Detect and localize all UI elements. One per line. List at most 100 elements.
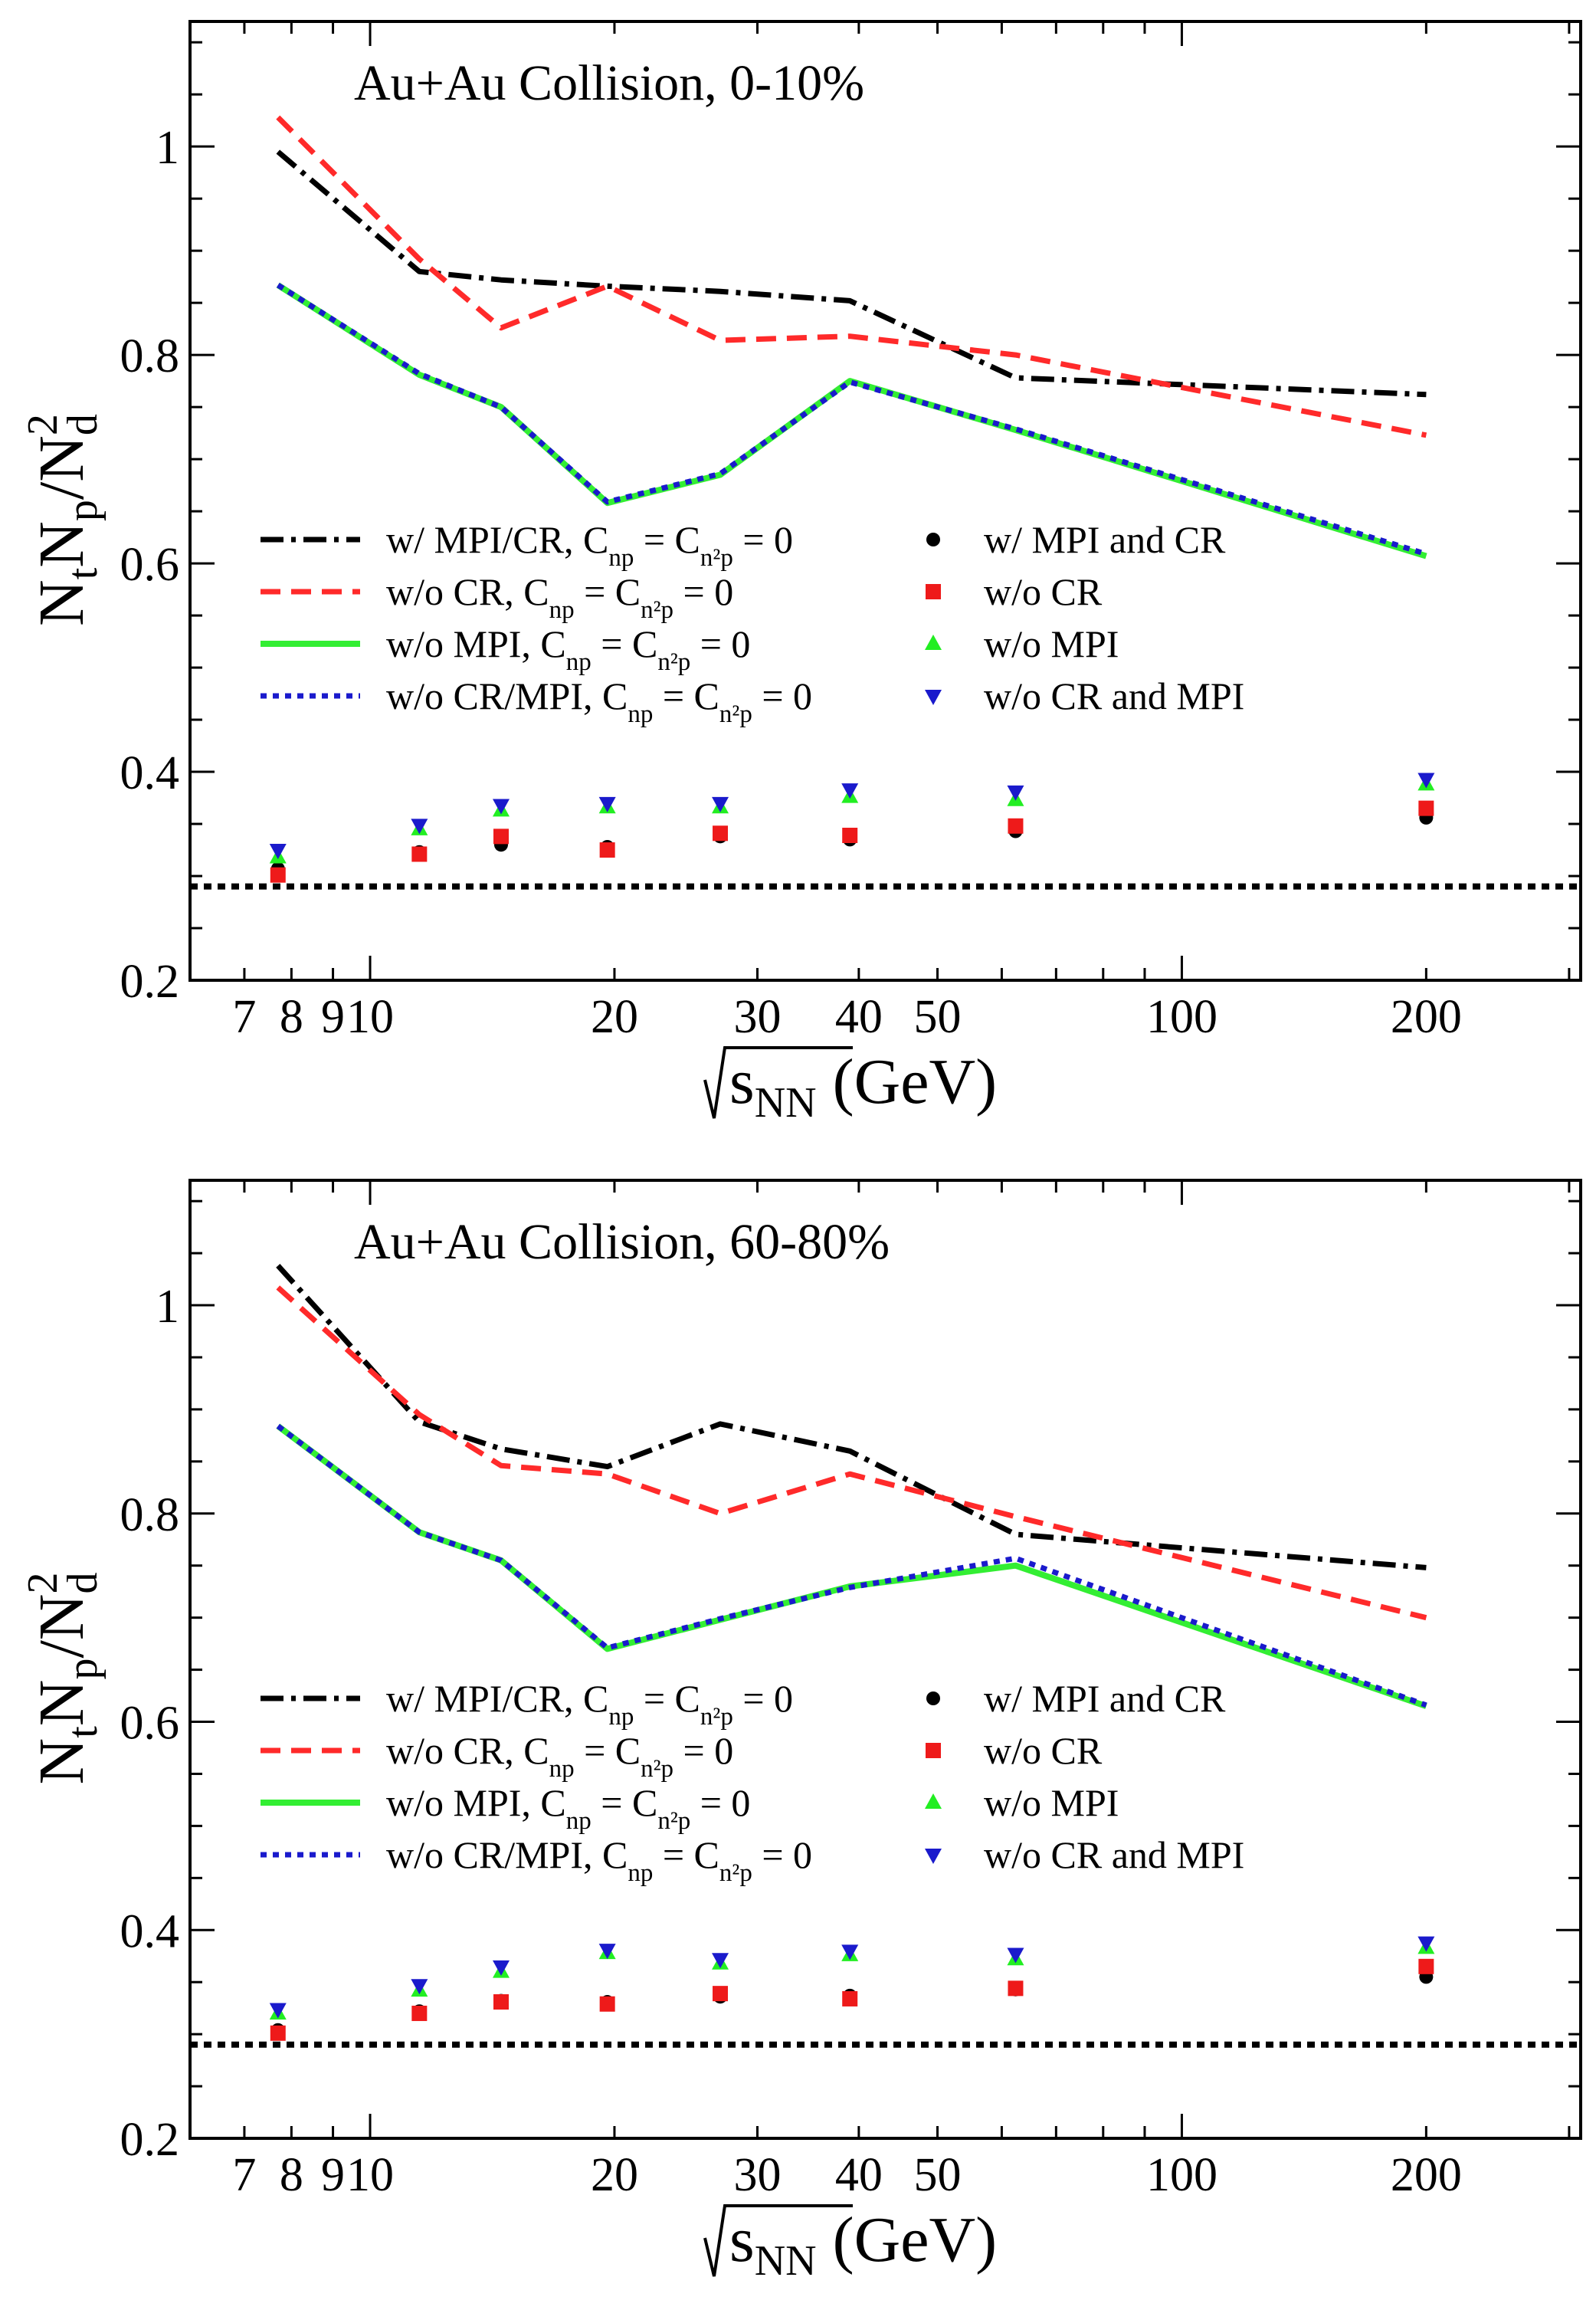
legend-label: w/o MPI <box>984 1781 1119 1824</box>
data-point <box>411 819 428 835</box>
x-tick-label: 10 <box>346 2149 394 2201</box>
legend-label: w/o MPI <box>984 622 1119 665</box>
legend-label: w/o CR/MPI, Cnp = Cn²p = 0 <box>386 674 812 728</box>
data-point <box>1418 1958 1434 1974</box>
data-point <box>270 2025 286 2041</box>
legend-label: w/o CR and MPI <box>984 1833 1244 1876</box>
y-tick-label: 1 <box>156 1281 179 1333</box>
series-line <box>276 1264 1427 1570</box>
legend-label: w/o CR, Cnp = Cn²p = 0 <box>386 570 733 624</box>
x-axis-title: sNN (GeV) <box>729 1046 997 1127</box>
legend-marker <box>926 584 941 599</box>
legend-label: w/ MPI/CR, Cnp = Cn²p = 0 <box>386 1677 793 1731</box>
x-tick-label: 40 <box>835 991 883 1043</box>
data-point <box>269 2003 287 2019</box>
legend-marker <box>926 533 940 546</box>
data-point <box>270 867 286 883</box>
panel-bottom: 0.2 0.4 0.6 0.8 1 7 8 9 10 20 30 40 50 100 200 sNN (GeV… <box>19 1179 1582 2285</box>
data-point <box>1417 1936 1435 1952</box>
legend-label: w/o CR, Cnp = Cn²p = 0 <box>386 1729 733 1783</box>
legend-label: w/ MPI and CR <box>984 1677 1226 1720</box>
data-point <box>493 829 509 845</box>
plot-frame <box>188 20 1582 982</box>
sqrt-sign <box>703 1046 853 1119</box>
data-point <box>269 844 287 860</box>
y-axis-title: NtNp/Nd2 <box>19 414 107 626</box>
y-tick-label: 0.6 <box>120 539 180 591</box>
legend-label: w/o CR <box>984 570 1103 613</box>
y-tick-label: 0.8 <box>120 1489 180 1541</box>
series-line <box>276 283 1427 557</box>
legend-label: w/o CR <box>984 1729 1103 1772</box>
x-tick-label: 10 <box>346 991 394 1043</box>
x-tick-label: 200 <box>1391 2149 1462 2201</box>
x-tick-label: 30 <box>733 2149 781 2201</box>
data-point <box>1008 1980 1024 1997</box>
series-line <box>276 149 1427 398</box>
data-point <box>492 1960 510 1976</box>
legend-label: w/ MPI/CR, Cnp = Cn²p = 0 <box>386 518 793 572</box>
y-tick-label: 0.2 <box>120 2114 180 2166</box>
x-tick-label: 20 <box>591 991 638 1043</box>
x-tick-label: 9 <box>321 991 345 1043</box>
y-tick-label: 0.4 <box>120 747 180 799</box>
data-point <box>842 1990 858 2006</box>
data-point <box>842 827 858 843</box>
legend-marker <box>926 1691 940 1705</box>
y-tick-label: 1 <box>156 122 179 174</box>
data-point <box>598 1944 616 1960</box>
legend-label: w/o CR and MPI <box>984 674 1244 717</box>
x-axis-title: sNN (GeV) <box>729 2204 997 2285</box>
x-tick-label: 9 <box>321 2149 345 2201</box>
x-tick-label: 30 <box>733 991 781 1043</box>
y-tick-label: 0.4 <box>120 1905 180 1957</box>
legend-marker <box>925 690 942 705</box>
x-tick-label: 8 <box>280 2149 303 2201</box>
x-tick-label: 100 <box>1146 2149 1217 2201</box>
y-tick-label: 0.2 <box>120 956 180 1008</box>
y-tick-label: 0.8 <box>120 330 180 382</box>
panel-top: 0.2 0.4 0.6 0.8 1 7 8 9 10 20 30 40 50 100 200 sNN (GeV… <box>19 20 1582 1127</box>
data-point <box>598 796 616 812</box>
data-point <box>713 825 729 842</box>
data-point <box>713 1986 729 2002</box>
x-tick-label: 200 <box>1391 991 1462 1043</box>
x-tick-label: 40 <box>835 2149 883 2201</box>
data-point <box>1008 818 1024 834</box>
panel-title: Au+Au Collision, 60-80% <box>354 1214 890 1270</box>
legend-label: w/ MPI and CR <box>984 518 1226 561</box>
series-line <box>276 115 1427 438</box>
data-point <box>1418 800 1434 816</box>
x-tick-label: 7 <box>232 991 256 1043</box>
x-tick-label: 7 <box>232 2149 256 2201</box>
data-point <box>411 2005 428 2021</box>
legend-marker <box>925 1793 942 1809</box>
data-point <box>493 1994 509 2010</box>
data-point <box>411 1979 428 1995</box>
data-point <box>1417 773 1435 789</box>
data-point <box>1007 1947 1024 1964</box>
data-point <box>712 796 729 812</box>
x-tick-label: 8 <box>280 991 303 1043</box>
y-axis-title: NtNp/Nd2 <box>19 1573 107 1785</box>
data-point <box>411 846 428 862</box>
legend-marker <box>926 1743 941 1758</box>
data-point <box>841 1944 859 1961</box>
legend-marker <box>925 1849 942 1864</box>
x-tick-label: 50 <box>914 991 962 1043</box>
plot-frame <box>188 1179 1582 2140</box>
legend-label: w/o CR/MPI, Cnp = Cn²p = 0 <box>386 1833 812 1887</box>
y-tick-label: 0.6 <box>120 1698 180 1750</box>
data-point <box>712 1953 729 1969</box>
data-point <box>599 842 615 858</box>
sqrt-sign <box>703 2204 853 2277</box>
series-line <box>276 1423 1427 1708</box>
legend-marker <box>925 635 942 650</box>
x-tick-label: 50 <box>914 2149 962 2201</box>
data-point <box>492 799 510 815</box>
data-point <box>1007 785 1024 801</box>
x-tick-label: 100 <box>1146 991 1217 1043</box>
legend-label: w/o MPI, Cnp = Cn²p = 0 <box>386 1781 750 1835</box>
x-tick-label: 20 <box>591 2149 638 2201</box>
